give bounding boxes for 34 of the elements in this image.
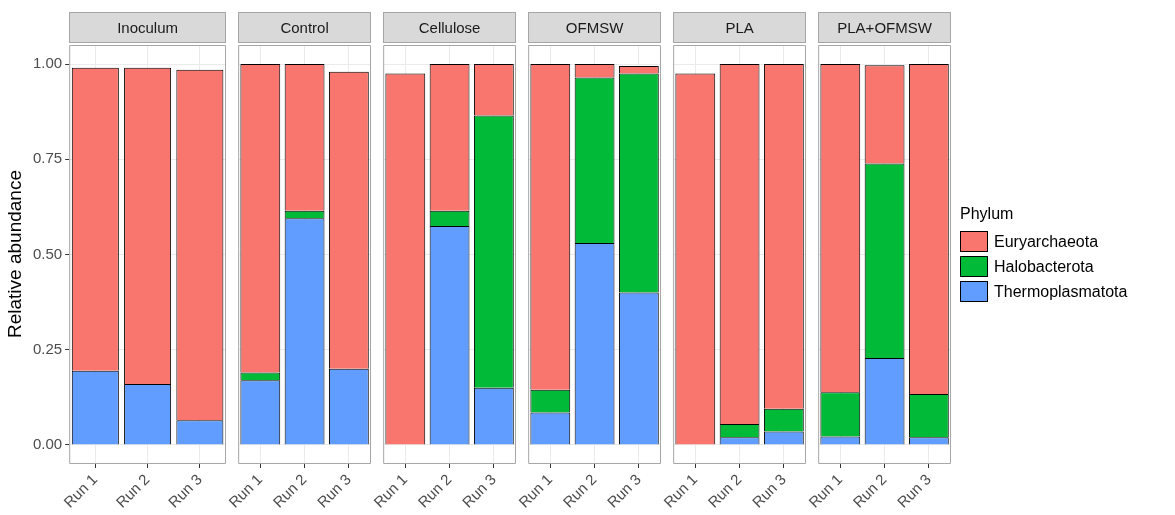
y-axis-title: Relative abundance: [4, 170, 26, 339]
x-tick-label: Run 1: [805, 470, 846, 511]
chart-title: PLA+OFMSW: [818, 12, 951, 43]
x-tick-label: Run 2: [414, 470, 455, 511]
y-tick-label: 0.50: [32, 244, 63, 262]
x-tick-label: Run 3: [458, 470, 499, 511]
x-tick-label: Run 1: [515, 470, 556, 511]
y-tick-label: 0.00: [32, 435, 63, 453]
y-tick-label: 0.75: [32, 149, 63, 167]
x-tick-label: Run 3: [603, 470, 644, 511]
x-tick-label: Run 2: [269, 470, 310, 511]
x-tick-label: Run 1: [60, 470, 101, 511]
x-tick-label: Run 3: [893, 470, 934, 511]
text: Euryarchaeota: [994, 232, 1099, 251]
legend-label: Thermoplasmatota: [994, 282, 1128, 301]
x-tick-label: Run 3: [313, 470, 354, 511]
x-tick-label: Run 2: [849, 470, 890, 511]
legend-label: Halobacterota: [994, 257, 1094, 276]
x-tick-label: Run 3: [748, 470, 789, 511]
chart-title: Inoculum: [69, 12, 226, 43]
chart-title: PLA: [673, 12, 806, 43]
x-tick-label: Run 2: [559, 470, 600, 511]
x-tick-label: Run 1: [660, 470, 701, 511]
chart-title: Cellulose: [383, 12, 516, 43]
x-tick-label: Run 3: [164, 470, 205, 511]
chart-title: Control: [238, 12, 371, 43]
y-tick-label: 1.00: [32, 54, 63, 72]
x-tick-label: Run 2: [112, 470, 153, 511]
legend-title: Phylum: [960, 205, 1015, 223]
x-tick-label: Run 1: [370, 470, 411, 511]
x-tick-label: Run 1: [225, 470, 266, 511]
x-tick-label: Run 2: [704, 470, 745, 511]
chart-title: OFMSW: [528, 12, 661, 43]
y-tick-label: 0.25: [32, 339, 63, 357]
